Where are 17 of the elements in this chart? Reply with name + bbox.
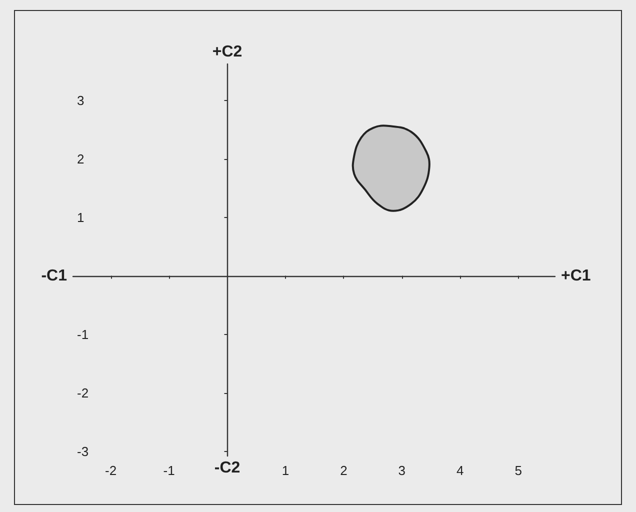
y-tick-label: -2 <box>77 385 89 400</box>
text: -C1 <box>41 267 68 284</box>
x-tick-label: 4 <box>456 463 464 478</box>
text: -C2 <box>214 460 240 476</box>
x-tick-label: -1 <box>163 463 175 478</box>
x-tick-label: 3 <box>398 463 406 478</box>
x-tick-label: 5 <box>514 463 522 478</box>
x-tick-label: 1 <box>282 463 290 478</box>
y-tick-label: -1 <box>77 326 89 342</box>
y-tick-label: 3 <box>77 92 84 108</box>
x-tick-label: -2 <box>105 463 117 478</box>
y-tick-label: 1 <box>77 210 84 225</box>
y-tick-label: -3 <box>77 444 89 459</box>
x-tick-label: 2 <box>340 463 348 478</box>
y-axis-title: +C2 <box>212 44 242 60</box>
x-axis-title: +C1 <box>561 267 591 284</box>
y-tick-label: 2 <box>77 151 84 166</box>
